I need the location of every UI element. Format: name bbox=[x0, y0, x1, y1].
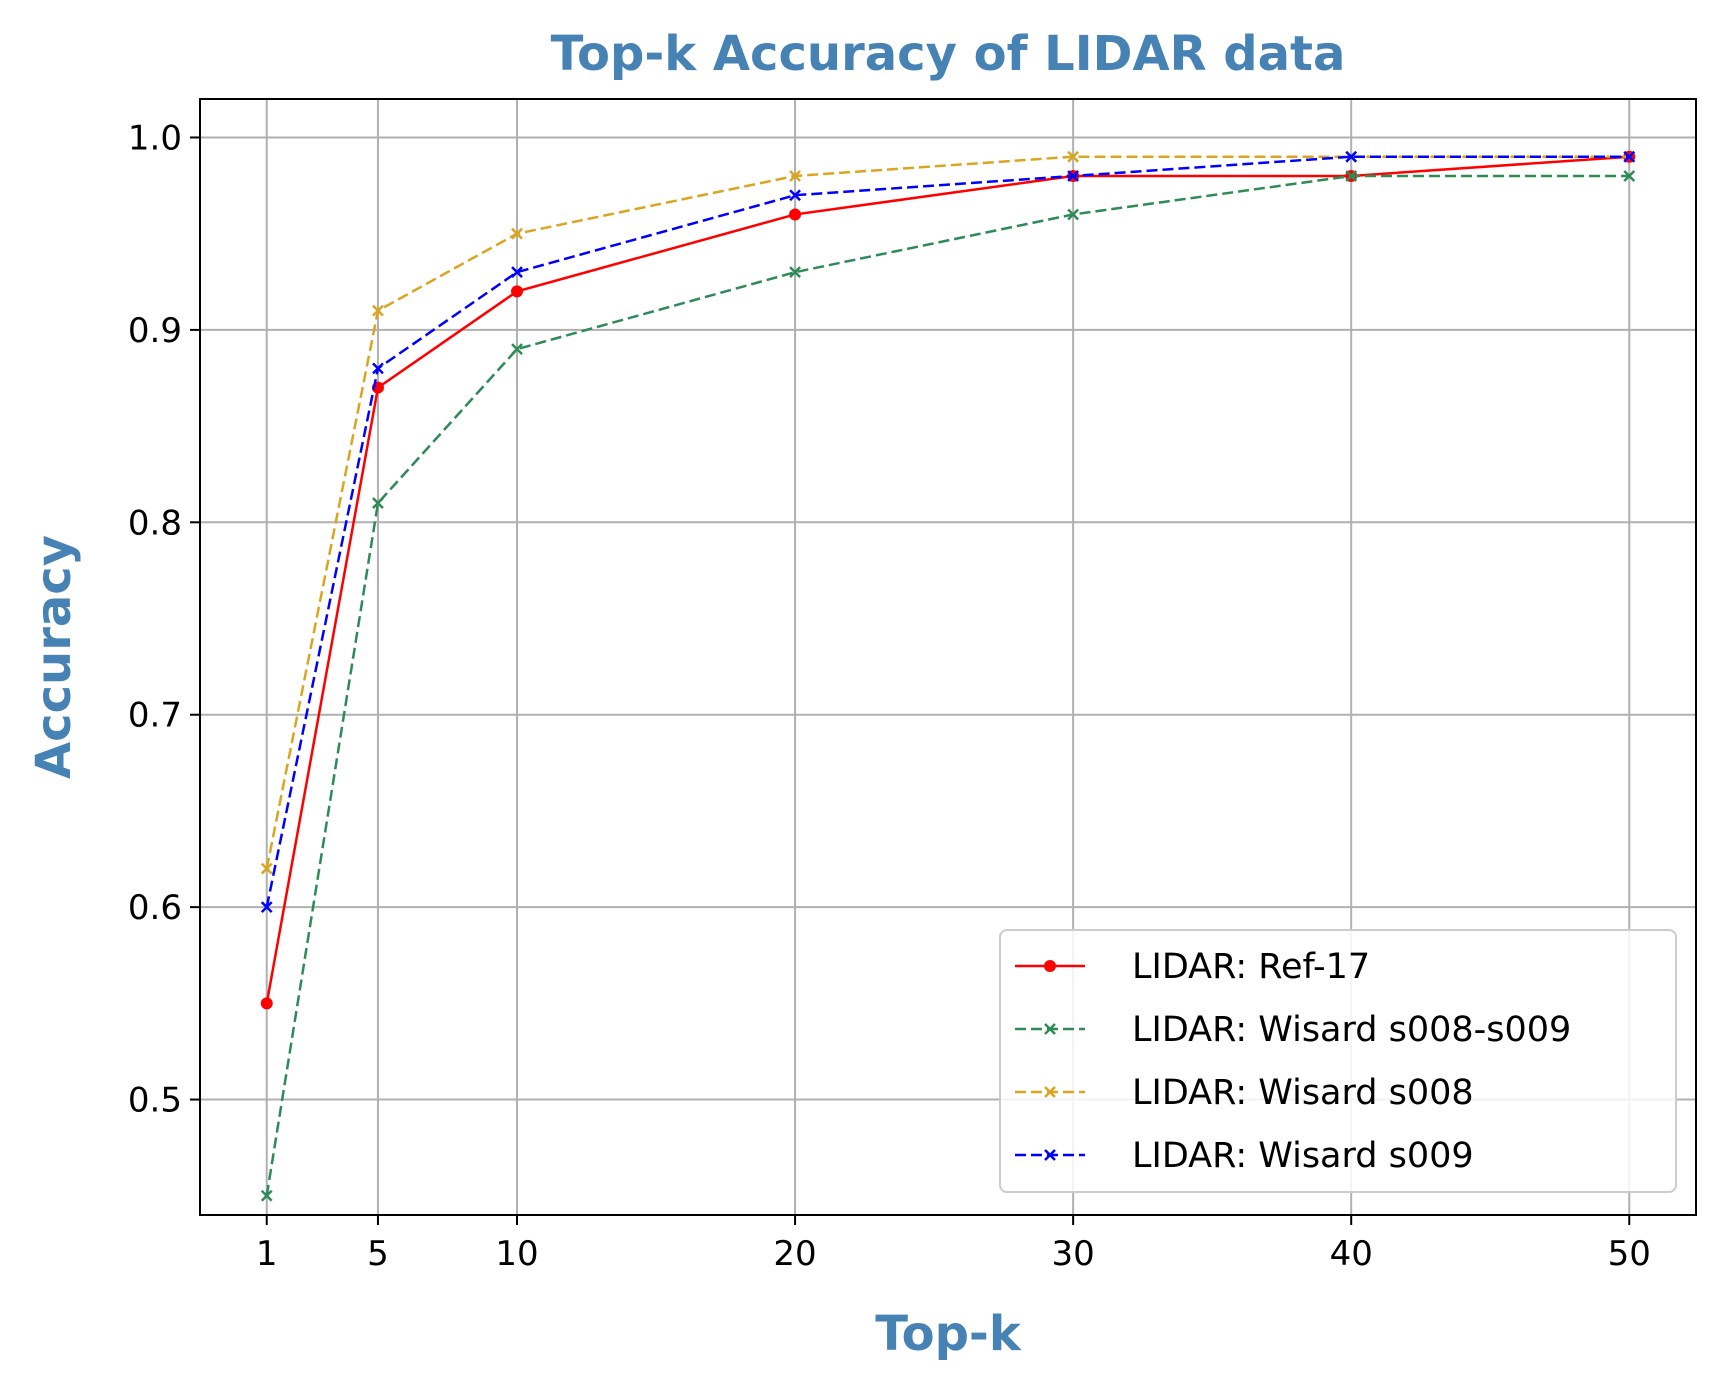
data-point bbox=[372, 497, 384, 509]
series-line bbox=[265, 155, 1630, 869]
y-tick-label: 0.8 bbox=[128, 503, 182, 543]
data-point bbox=[789, 189, 801, 202]
legend-marker bbox=[1044, 1149, 1056, 1161]
legend-box bbox=[999, 929, 1677, 1193]
data-point bbox=[1067, 150, 1080, 163]
legend-marker bbox=[1044, 1086, 1056, 1098]
x-axis-ticks: 1 5 10 20 30 40 50 bbox=[256, 1215, 1651, 1274]
data-point bbox=[372, 304, 384, 317]
data-point bbox=[789, 208, 802, 221]
x-tick-label: 40 bbox=[1330, 1234, 1373, 1274]
legend-marker bbox=[1044, 1023, 1056, 1035]
data-point bbox=[1345, 170, 1358, 182]
x-axis-label: Top-k bbox=[875, 1306, 1022, 1362]
data-point bbox=[260, 901, 273, 914]
series-layer bbox=[260, 150, 1636, 1202]
y-tick-label: 0.5 bbox=[128, 1081, 182, 1121]
legend: LIDAR: Ref-17 LIDAR: Wisard s008-s009 LIDA… bbox=[999, 929, 1677, 1193]
data-point bbox=[510, 285, 523, 298]
y-axis-label: Accuracy bbox=[26, 535, 82, 779]
data-point bbox=[260, 862, 273, 875]
x-tick-label: 50 bbox=[1608, 1234, 1651, 1274]
x-tick-label: 10 bbox=[495, 1234, 538, 1274]
legend-label: LIDAR: Wisard s008 bbox=[1132, 1073, 1474, 1113]
legend-marker bbox=[1044, 960, 1056, 972]
series-3 bbox=[260, 150, 1636, 875]
data-point bbox=[260, 1189, 273, 1202]
x-tick-label: 20 bbox=[773, 1234, 816, 1274]
series-line bbox=[265, 155, 1630, 908]
data-point bbox=[260, 997, 273, 1010]
data-point bbox=[789, 170, 801, 182]
grid bbox=[200, 99, 1696, 1215]
legend-label: LIDAR: Ref-17 bbox=[1132, 947, 1370, 987]
y-tick-label: 1.0 bbox=[128, 118, 182, 158]
plot-frame bbox=[199, 98, 1697, 1216]
x-tick-label: 30 bbox=[1051, 1234, 1094, 1274]
y-tick-label: 0.9 bbox=[128, 311, 182, 351]
data-point bbox=[511, 343, 523, 356]
data-point bbox=[789, 266, 801, 279]
legend-label: LIDAR: Wisard s008-s009 bbox=[1132, 1010, 1571, 1050]
series-line bbox=[265, 155, 1630, 1004]
series-2 bbox=[260, 170, 1636, 1202]
series-4 bbox=[260, 150, 1636, 914]
x-tick-label: 5 bbox=[367, 1234, 389, 1274]
data-point bbox=[1067, 170, 1080, 182]
data-point bbox=[1623, 150, 1636, 163]
y-axis-ticks: 0.5 0.6 0.7 0.8 0.9 1.0 bbox=[128, 118, 200, 1121]
data-point bbox=[1345, 150, 1358, 163]
data-point bbox=[511, 266, 523, 279]
series-1 bbox=[260, 150, 1636, 1010]
x-tick-label: 1 bbox=[256, 1234, 278, 1274]
y-tick-label: 0.7 bbox=[128, 696, 182, 736]
data-point bbox=[372, 362, 384, 375]
y-tick-label: 0.6 bbox=[128, 888, 182, 928]
chart-title: Top-k Accuracy of LIDAR data bbox=[551, 26, 1346, 82]
data-point bbox=[1067, 208, 1080, 221]
data-point bbox=[1623, 170, 1636, 182]
legend-label: LIDAR: Wisard s009 bbox=[1132, 1136, 1474, 1176]
data-point bbox=[511, 227, 523, 240]
